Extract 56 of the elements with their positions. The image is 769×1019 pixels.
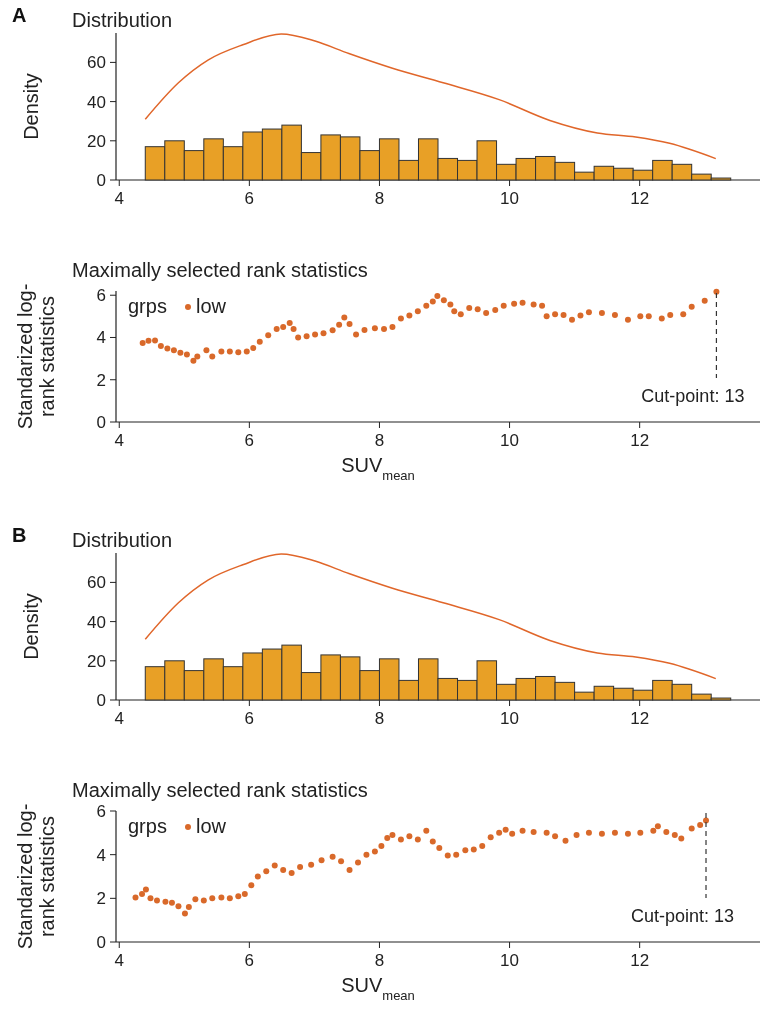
y-tick-label: 0 — [96, 413, 106, 432]
x-tick-label: 6 — [244, 189, 255, 208]
x-tick-label: 10 — [500, 709, 520, 728]
line-series — [144, 33, 717, 160]
y-tick-label: 6 — [96, 802, 106, 821]
y-axis-title: Density — [20, 593, 42, 660]
y-tick-label: 0 — [96, 171, 106, 190]
y-tick-label: 4 — [96, 328, 106, 348]
x-axis-title: SUV$_{mean}$ — [341, 974, 415, 1003]
x-tick-label: 4 — [114, 951, 124, 970]
legend-title: grps — [128, 295, 167, 317]
x-tick-label: 8 — [374, 951, 385, 970]
x-tick-label: 6 — [244, 709, 255, 728]
y-axis-title: Standarized log-rank statistics — [14, 803, 58, 950]
x-tick-label: 4 — [114, 189, 124, 208]
legend-title: grps — [128, 815, 167, 837]
y-tick-label: 2 — [96, 889, 106, 909]
y-tick-label: 40 — [87, 612, 106, 632]
x-tick-label: 12 — [630, 189, 650, 208]
line-series — [144, 553, 717, 680]
y-tick-label: 4 — [96, 845, 106, 865]
y-tick-label: 60 — [87, 53, 106, 73]
y-axis-title: Density — [20, 73, 42, 140]
x-tick-label: 8 — [374, 709, 385, 728]
x-tick-label: 4 — [114, 431, 124, 450]
ref-line-label: Cut-point: 13 — [641, 386, 745, 406]
x-tick-label: 12 — [630, 709, 650, 728]
text: A — [12, 4, 27, 26]
chart-title: Distribution — [72, 9, 173, 31]
x-tick-label: 10 — [500, 189, 520, 208]
x-tick-label: 12 — [630, 431, 650, 450]
x-tick-label: 4 — [114, 709, 124, 728]
ref-line-label: Cut-point: 13 — [630, 906, 735, 926]
text: B — [12, 524, 27, 546]
x-tick-label: 10 — [500, 431, 520, 450]
y-tick-label: 40 — [87, 92, 106, 112]
x-tick-label: 6 — [244, 951, 255, 970]
y-axis-title: Standarized log-rank statistics — [14, 283, 58, 430]
y-tick-label: 2 — [96, 370, 106, 390]
y-tick-label: 20 — [87, 131, 106, 151]
y-tick-label: 20 — [87, 651, 106, 671]
chart-title: Maximally selected rank statistics — [72, 259, 368, 281]
chart-title: Maximally selected rank statistics — [72, 779, 368, 801]
y-tick-label: 60 — [87, 573, 106, 593]
chart-title: Distribution — [72, 529, 173, 551]
legend-label: low — [196, 295, 227, 317]
legend-label: low — [196, 815, 227, 837]
x-tick-label: 8 — [374, 189, 385, 208]
y-tick-label: 6 — [96, 286, 106, 306]
x-tick-label: 6 — [244, 431, 255, 450]
x-axis-title: SUV$_{mean}$ — [341, 454, 415, 483]
y-tick-label: 0 — [96, 933, 106, 952]
y-tick-label: 0 — [96, 691, 106, 710]
x-tick-label: 10 — [500, 951, 520, 970]
x-tick-label: 8 — [374, 431, 385, 450]
x-tick-label: 12 — [630, 951, 650, 970]
